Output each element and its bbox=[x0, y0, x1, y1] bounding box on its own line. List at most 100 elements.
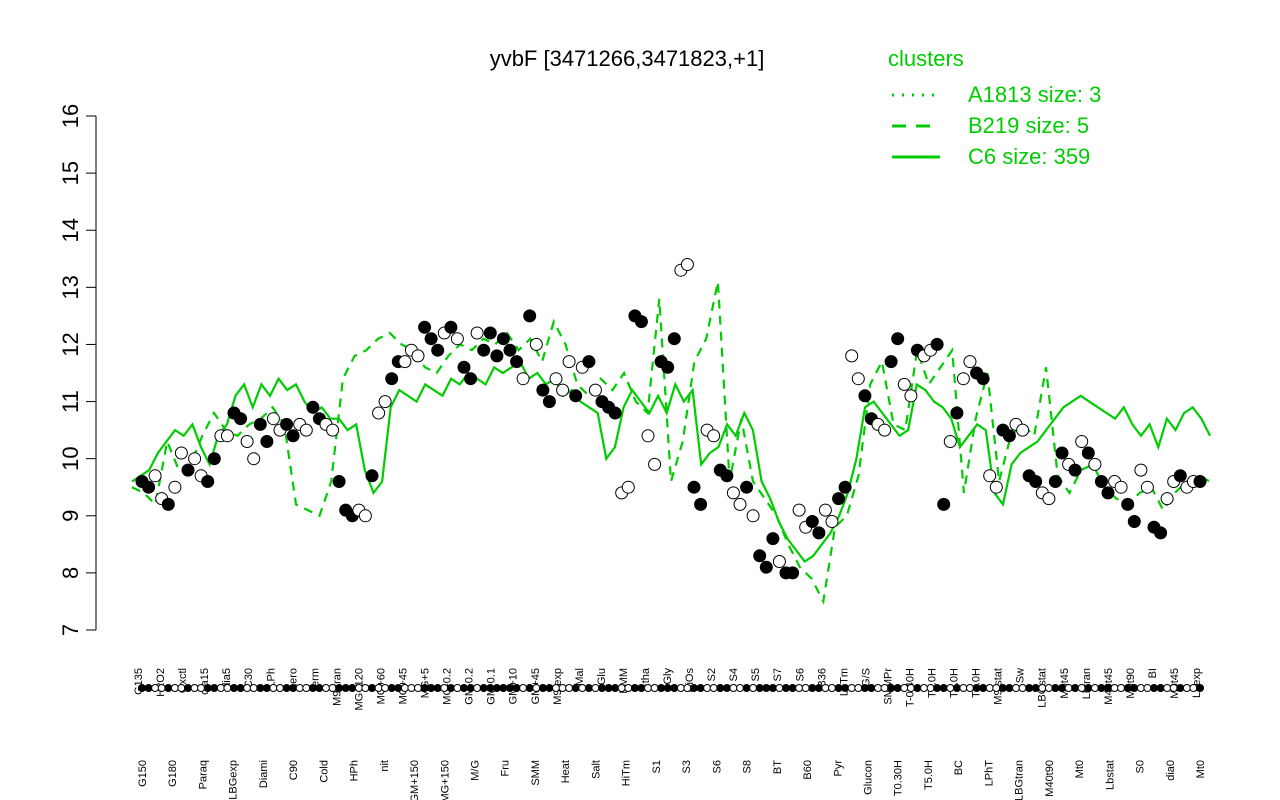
x-marker bbox=[841, 684, 850, 692]
data-point bbox=[845, 349, 859, 363]
y-tick-label: 15 bbox=[58, 161, 83, 185]
y-tick-label: 13 bbox=[58, 275, 83, 299]
x-marker bbox=[729, 684, 738, 692]
x-tick-label: S8 bbox=[742, 760, 754, 773]
x-marker bbox=[460, 684, 468, 692]
data-point bbox=[266, 412, 280, 426]
x-marker bbox=[716, 684, 725, 692]
data-point bbox=[569, 389, 583, 403]
x-marker bbox=[506, 684, 514, 692]
data-point bbox=[680, 258, 694, 271]
data-point bbox=[1173, 469, 1187, 483]
x-marker bbox=[775, 684, 784, 692]
x-tick-label: T0.30H bbox=[893, 760, 905, 796]
x-marker bbox=[486, 684, 495, 692]
x-marker bbox=[1097, 684, 1106, 692]
x-marker bbox=[834, 684, 843, 692]
legend: clusters A1813 size: 3 B219 size: 5 C6 s… bbox=[888, 46, 1101, 169]
data-point bbox=[562, 355, 576, 369]
x-marker bbox=[933, 684, 942, 692]
x-marker bbox=[1123, 684, 1132, 692]
data-point bbox=[1127, 515, 1141, 528]
x-marker bbox=[578, 684, 587, 692]
x-tick-label: T5.0H bbox=[923, 760, 935, 790]
x-marker bbox=[742, 684, 751, 692]
x-marker bbox=[604, 684, 613, 692]
x-tick-label: Gly bbox=[662, 668, 674, 685]
data-point bbox=[286, 429, 300, 443]
x-marker bbox=[256, 684, 265, 692]
data-point bbox=[740, 480, 754, 494]
data-point bbox=[299, 423, 313, 437]
data-point bbox=[431, 343, 445, 357]
data-point bbox=[358, 509, 372, 523]
data-point bbox=[838, 480, 852, 494]
x-marker bbox=[1038, 684, 1047, 692]
x-marker bbox=[440, 684, 449, 692]
data-point bbox=[148, 469, 162, 483]
data-point bbox=[634, 315, 648, 329]
x-marker bbox=[466, 684, 475, 692]
data-point bbox=[207, 452, 221, 466]
x-tick-label: H2O2 bbox=[155, 668, 167, 697]
x-marker bbox=[525, 684, 534, 692]
x-marker bbox=[381, 684, 390, 692]
x-marker bbox=[821, 684, 830, 692]
x-tick-label: LBGexp bbox=[228, 760, 240, 800]
data-point bbox=[753, 549, 767, 563]
x-tick-label: GM+150 bbox=[409, 760, 421, 800]
x-marker bbox=[1084, 684, 1093, 692]
data-point bbox=[950, 406, 964, 420]
x-tick-label: nit bbox=[379, 760, 391, 772]
data-point bbox=[904, 389, 918, 403]
x-marker bbox=[808, 684, 817, 692]
x-marker bbox=[236, 684, 245, 692]
x-marker bbox=[1012, 684, 1020, 692]
legend-entry-0: A1813 size: 3 bbox=[968, 82, 1101, 107]
x-marker bbox=[874, 684, 882, 692]
x-marker bbox=[690, 684, 698, 692]
data-point bbox=[1094, 475, 1108, 488]
x-marker bbox=[722, 684, 731, 692]
x-marker bbox=[782, 684, 790, 692]
x-marker bbox=[670, 684, 679, 692]
x-marker bbox=[492, 684, 501, 692]
x-marker bbox=[420, 684, 429, 692]
data-point bbox=[825, 515, 839, 528]
data-point bbox=[1154, 526, 1168, 540]
y-tick-label: 16 bbox=[58, 104, 83, 128]
x-marker bbox=[427, 684, 436, 692]
x-marker bbox=[584, 684, 593, 692]
x-tick-label: G180 bbox=[167, 760, 179, 787]
data-point bbox=[983, 469, 997, 483]
x-tick-label: B60 bbox=[802, 760, 814, 780]
x-tick-label: M0t45 bbox=[1059, 668, 1071, 699]
x-tick-label: Pyr bbox=[832, 760, 844, 777]
y-tick-label: 9 bbox=[58, 510, 83, 522]
data-point bbox=[424, 332, 438, 346]
data-point bbox=[1081, 446, 1095, 460]
x-marker bbox=[591, 684, 600, 692]
x-marker bbox=[966, 684, 974, 692]
x-marker bbox=[552, 684, 560, 692]
x-tick-label: LPhT bbox=[983, 760, 995, 787]
data-point bbox=[1134, 463, 1148, 477]
data-point bbox=[260, 435, 274, 448]
x-marker bbox=[170, 684, 179, 692]
x-marker bbox=[262, 684, 271, 692]
x-marker bbox=[519, 684, 528, 692]
x-marker bbox=[545, 684, 554, 692]
x-tick-label: Diami bbox=[258, 760, 270, 788]
data-point bbox=[365, 469, 379, 483]
x-marker bbox=[203, 684, 212, 692]
x-tick-label: S3 bbox=[681, 760, 693, 773]
data-point bbox=[1101, 486, 1115, 500]
x-tick-label: BT bbox=[772, 760, 784, 774]
x-tick-label: Sw bbox=[1015, 668, 1027, 683]
data-point bbox=[444, 320, 458, 334]
x-tick-label: C90 bbox=[288, 760, 300, 780]
x-marker bbox=[749, 684, 758, 692]
x-marker bbox=[867, 684, 876, 692]
x-marker bbox=[230, 684, 238, 692]
